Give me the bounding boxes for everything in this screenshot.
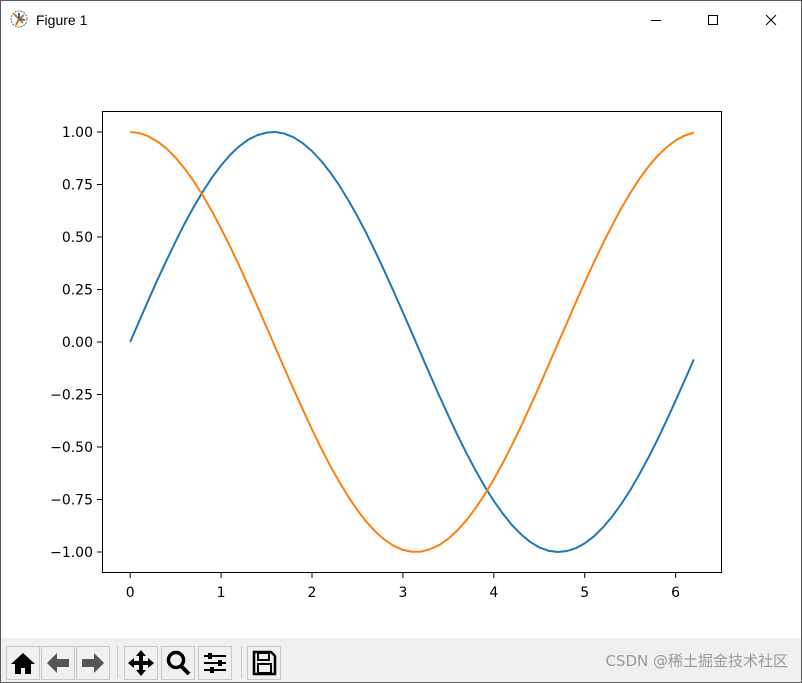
title-bar: Figure 1 [1,1,801,39]
x-tick-label: 5 [580,585,589,601]
window-title: Figure 1 [36,12,88,28]
close-icon [765,14,777,26]
y-tick-label: 0.25 [62,283,93,299]
series-line-1 [130,131,695,553]
floppy-disk-icon [252,650,277,676]
x-tick-label: 0 [126,585,135,601]
forward-button[interactable] [76,646,110,680]
back-button[interactable] [41,646,75,680]
y-tick-label: 0.75 [62,178,93,194]
axes-frame [102,111,722,573]
watermark: CSDN @稀土掘金技术社区 [605,652,788,670]
configure-subplots-button[interactable] [198,646,232,680]
y-tick-label: 0.00 [62,335,93,351]
x-tick-label: 1 [217,585,226,601]
maximize-button[interactable] [690,1,736,39]
x-tick-label: 3 [398,585,407,601]
x-tick-label: 2 [308,585,317,601]
arrow-right-icon [82,653,104,673]
minimize-button[interactable] [633,1,679,39]
y-tick-label: −0.25 [50,388,93,404]
home-icon [11,653,35,674]
maximize-icon [708,15,718,25]
arrow-left-icon [47,653,69,673]
sliders-icon [204,653,226,673]
plot-canvas[interactable]: 0 1 2 3 4 5 6 1.00 0.75 0.50 0.25 0.00 −0.25 −0.50 −0.… [1,1,801,638]
y-tick-label: −0.50 [50,440,93,456]
close-button[interactable] [748,1,794,39]
x-tick-label: 4 [489,585,498,601]
navigation-toolbar [1,638,801,682]
toolbar-separator [241,646,242,678]
y-tick-label: −0.75 [50,493,93,509]
x-tick-label: 6 [671,585,680,601]
series-line-0 [129,131,695,553]
zoom-button[interactable] [161,646,195,680]
pan-button[interactable] [124,646,158,680]
matplotlib-icon [10,10,28,28]
y-tick-label: 0.50 [62,230,93,246]
magnifier-icon [166,650,191,676]
minimize-icon [651,20,661,21]
y-tick-label: −1.00 [50,545,93,561]
move-icon [128,650,154,676]
toolbar-separator [117,646,118,678]
y-tick-label: 1.00 [62,125,93,141]
home-button[interactable] [6,646,40,680]
save-button[interactable] [247,646,281,680]
